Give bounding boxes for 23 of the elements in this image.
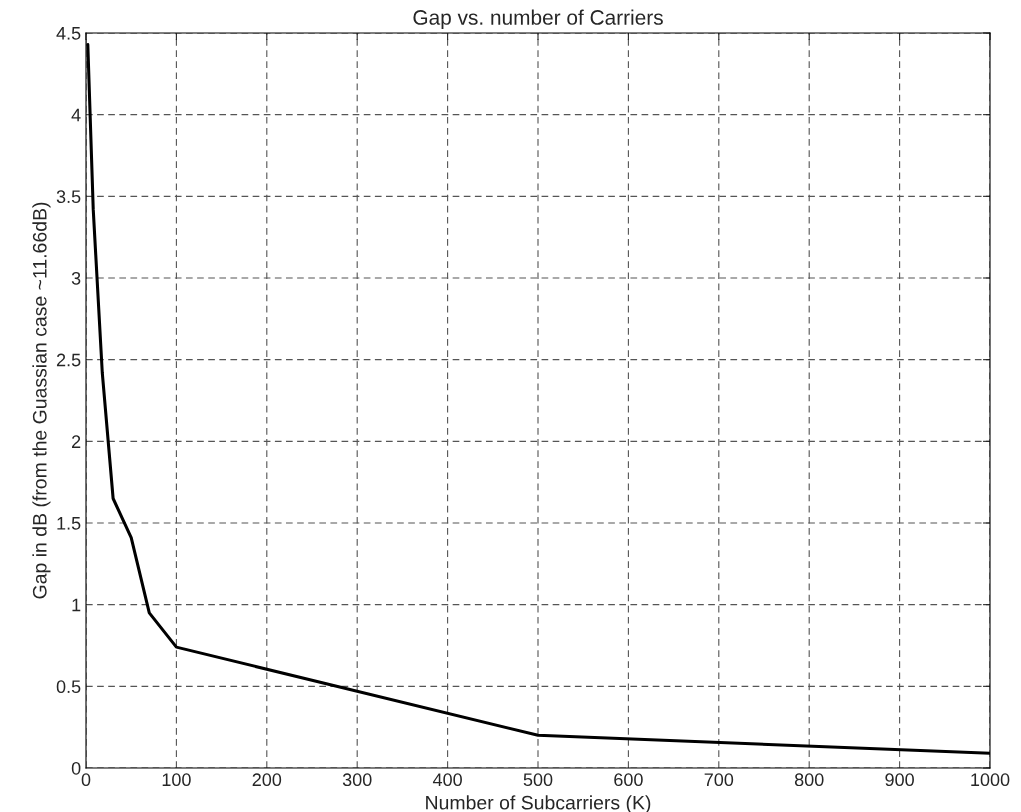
x-tick-label: 800 — [794, 773, 824, 787]
y-tick-label: 3 — [71, 271, 81, 285]
y-tick-label: 3.5 — [56, 190, 81, 204]
x-tick-label: 1000 — [971, 773, 1010, 787]
x-tick-label: 700 — [704, 773, 734, 787]
y-tick-label: 2.5 — [56, 353, 81, 367]
y-tick-label: 1.5 — [57, 517, 81, 530]
x-tick-label: 600 — [614, 773, 643, 787]
chart-title: Gap vs. number of Carriers — [413, 9, 663, 29]
x-tick-label: 900 — [885, 773, 914, 787]
x-tick-label: 300 — [342, 773, 372, 787]
x-tick-label: 200 — [252, 773, 282, 787]
y-tick-label: 4 — [71, 108, 81, 122]
y-axis-title: Gap in dB (from the Guassian case ~11.66dB) — [32, 202, 51, 599]
x-tick-label: 0 — [81, 773, 91, 787]
x-tick-label: 100 — [162, 773, 191, 787]
x-tick-label: 400 — [432, 773, 462, 787]
x-tick-label: 500 — [523, 773, 553, 787]
y-tick-label: 0 — [71, 761, 81, 775]
y-tick-label: 2 — [72, 435, 81, 448]
y-tick-label: 0.5 — [56, 680, 81, 694]
y-tick-label: 1 — [72, 598, 81, 612]
y-tick-label: 4.5 — [56, 27, 81, 40]
